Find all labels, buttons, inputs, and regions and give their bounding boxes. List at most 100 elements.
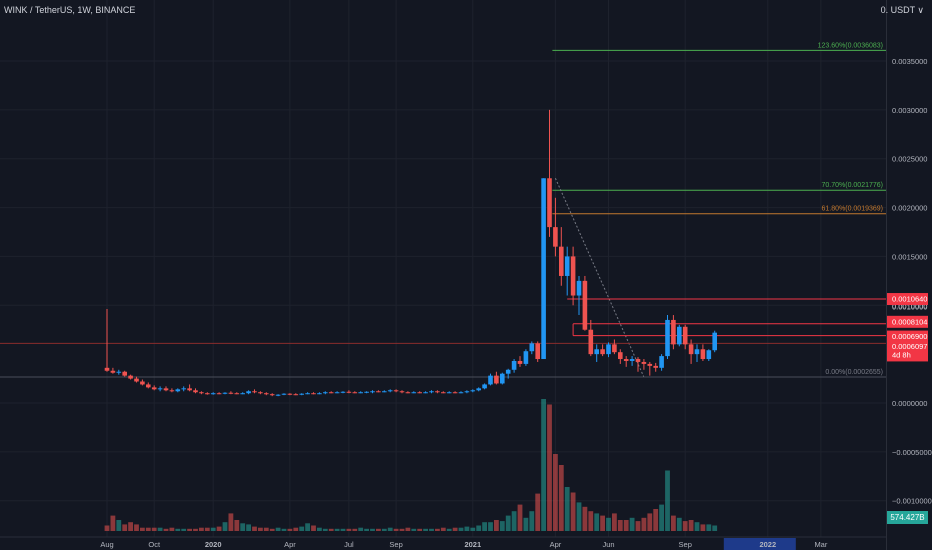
volume-bar xyxy=(216,526,222,531)
level-price-tag: 0.0006900 xyxy=(892,332,927,341)
price-tick-label: −0.0010000 xyxy=(892,497,932,506)
candle-body xyxy=(382,391,387,393)
candle-body xyxy=(317,393,322,395)
candle-body xyxy=(682,326,688,345)
candle-body xyxy=(399,391,405,393)
volume-bar xyxy=(440,527,446,531)
volume-bar xyxy=(647,513,653,531)
volume-bar xyxy=(488,522,493,531)
symbol-title[interactable]: WINK / TetherUS, 1W, BINANCE xyxy=(4,5,136,15)
volume-bar xyxy=(417,528,423,531)
time-tick-label: Jul xyxy=(344,540,354,549)
volume-bar xyxy=(104,525,110,531)
volume-bar xyxy=(387,527,393,531)
price-tick-label: 0.0025000 xyxy=(892,155,927,164)
volume-bar xyxy=(558,465,564,531)
volume-bar xyxy=(511,511,517,531)
candle-body xyxy=(635,359,641,362)
volume-bar xyxy=(252,526,257,531)
candle-body xyxy=(441,392,446,394)
candle-body xyxy=(541,178,546,360)
time-tick-label: Mar xyxy=(814,540,827,549)
candle-body xyxy=(618,352,623,360)
volume-bar xyxy=(151,527,157,531)
volume-bar xyxy=(163,528,169,531)
volume-bar xyxy=(694,522,700,531)
horizontal-levels[interactable] xyxy=(0,298,886,378)
candle-body xyxy=(140,381,145,385)
candle-body xyxy=(205,393,210,395)
volume-bar xyxy=(659,504,664,531)
volume-bar xyxy=(688,520,694,531)
volume-bar xyxy=(145,527,151,531)
price-axis[interactable]: 0.0035000 0.0030000 0.0025000 0.0020000 0.00… xyxy=(887,0,932,550)
volume-bar xyxy=(116,520,122,531)
volume-bars xyxy=(104,399,718,531)
candle-body xyxy=(234,393,240,395)
time-tick-label: Sep xyxy=(679,540,692,549)
currency-unit-button[interactable]: 0. USDT ∨ xyxy=(880,5,924,15)
time-tick-label: 2021 xyxy=(464,540,481,549)
candle-body xyxy=(293,394,299,396)
time-axis[interactable]: Aug Oct 2020 Apr Jul Sep 2021 Apr Jun Sep 2022 Mar xyxy=(0,536,886,550)
price-axis-bg xyxy=(887,0,932,550)
volume-bar xyxy=(452,527,458,531)
volume-bar xyxy=(287,528,293,531)
volume-bar xyxy=(570,492,576,531)
candle-body xyxy=(116,371,122,373)
volume-bar xyxy=(676,517,682,531)
volume-bar xyxy=(352,528,358,531)
candle-body xyxy=(122,371,127,376)
candle-body xyxy=(134,378,139,382)
candle-body xyxy=(328,392,334,394)
last-price-tag: 0.0006097 xyxy=(892,342,927,351)
candle-body xyxy=(606,344,611,355)
price-tick-label: 0.0010000 xyxy=(892,302,927,311)
volume-bar xyxy=(240,523,246,531)
candle-body xyxy=(647,363,653,366)
candle-body xyxy=(175,389,181,392)
volume-bar xyxy=(346,528,352,531)
candle-body xyxy=(476,388,481,391)
candle-body xyxy=(671,319,676,345)
volume-bar xyxy=(576,502,582,531)
candle-body xyxy=(500,373,505,384)
candle-body xyxy=(305,393,310,395)
volume-bar xyxy=(299,526,305,531)
volume-bar xyxy=(140,527,145,531)
time-tick-label: Apr xyxy=(550,540,562,549)
candle-body xyxy=(594,349,599,355)
candle-body xyxy=(364,391,369,393)
volume-bar xyxy=(529,511,535,531)
candlesticks[interactable] xyxy=(104,109,717,397)
volume-bar xyxy=(629,517,635,531)
volume-bar xyxy=(564,487,570,531)
candle-body xyxy=(494,375,499,384)
candle-body xyxy=(429,391,434,393)
volume-bar xyxy=(588,511,594,531)
volume-bar xyxy=(517,504,523,531)
candle-body xyxy=(523,351,529,364)
candle-body xyxy=(641,361,647,364)
time-highlight xyxy=(723,538,796,550)
candle-body xyxy=(193,390,198,393)
candle-body xyxy=(181,388,186,390)
fib-level-label: 0.00%(0.0002655) xyxy=(825,369,883,376)
candle-body xyxy=(387,390,393,392)
volume-bar xyxy=(358,527,364,531)
candle-body xyxy=(151,387,157,390)
candle-body xyxy=(446,392,452,394)
fibonacci-retracement[interactable]: 123.60%(0.0036083) 70.70%(0.0021776) 61.80… xyxy=(552,42,886,378)
candle-body xyxy=(252,391,257,393)
candle-body xyxy=(216,393,222,395)
volume-bar xyxy=(612,513,617,531)
candle-body xyxy=(299,393,304,395)
time-tick-label: 2022 xyxy=(759,540,776,549)
volume-bar xyxy=(110,515,116,531)
level-price-tag-bg xyxy=(887,315,928,328)
candle-body xyxy=(287,393,293,395)
candle-body xyxy=(452,392,458,394)
candle-body xyxy=(470,390,476,392)
volume-bar xyxy=(635,521,641,531)
